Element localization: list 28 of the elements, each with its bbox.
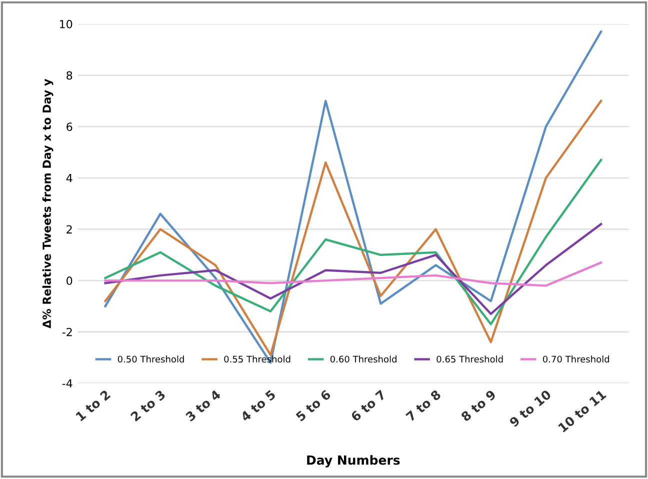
y-tick-label: 8	[66, 71, 72, 80]
y-tick-label: -2	[62, 328, 72, 336]
line-series	[104, 100, 602, 356]
x-tick-label: 6 to 7	[350, 390, 386, 422]
legend-label: 0.65 Threshold	[436, 356, 503, 363]
x-tick-label: 9 to 10	[508, 389, 552, 428]
y-tick-label: -4	[62, 379, 72, 388]
x-tick-label: 4 to 5	[240, 390, 276, 422]
line-series	[104, 222, 602, 316]
x-tick-label: 5 to 6	[295, 389, 332, 422]
y-tick-label: 10	[60, 20, 72, 28]
line-series	[104, 158, 602, 326]
x-tick-label: 10 to 11	[558, 389, 607, 433]
y-axis-title: Δ% Relative Tweets from Day x to Day y	[42, 78, 54, 328]
x-tick-label: 3 to 4	[185, 389, 222, 422]
legend-label: 0.50 Threshold	[118, 356, 184, 363]
legend-label: 0.70 Threshold	[542, 356, 609, 363]
y-tick-label: 6	[66, 122, 72, 131]
y-tick-label: 2	[66, 225, 72, 234]
x-tick-label: 7 to 8	[405, 389, 442, 422]
x-tick-label: 8 to 9	[460, 389, 496, 422]
y-tick-label: 0	[66, 276, 72, 285]
line-series	[104, 261, 602, 287]
x-tick-label: 1 to 2	[75, 390, 111, 422]
x-axis-title: Day Numbers	[307, 455, 400, 468]
x-tick-label: 2 to 3	[130, 390, 166, 422]
legend-label: 0.60 Threshold	[330, 356, 396, 363]
y-tick-label: 4	[66, 174, 72, 182]
